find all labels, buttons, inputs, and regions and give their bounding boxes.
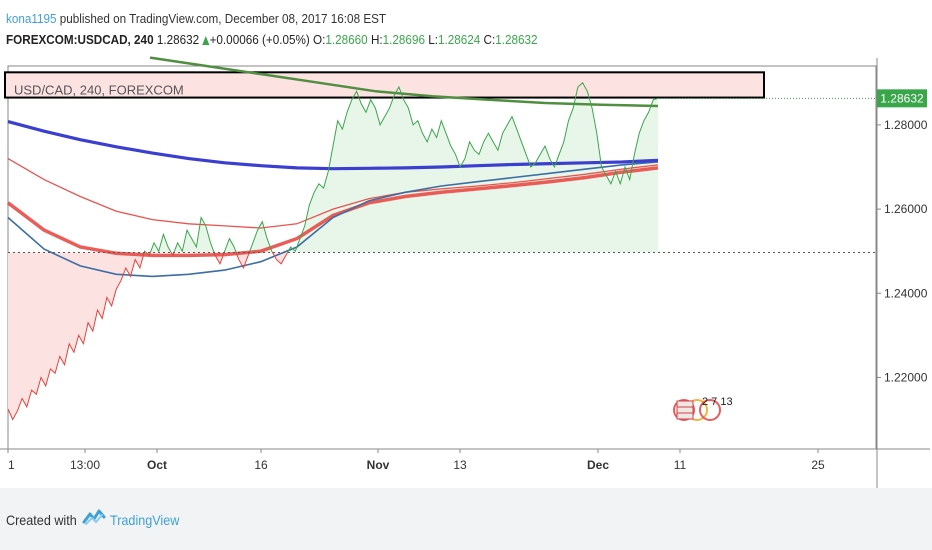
- publisher-line: kona1195 published on TradingView.com, D…: [6, 11, 386, 26]
- close-label: C:: [483, 32, 496, 47]
- red-ma-upper: [7, 158, 659, 229]
- open-value: 1.28660: [325, 32, 368, 47]
- event-flag-icon: [699, 399, 721, 421]
- close-value: 1.28632: [495, 32, 538, 47]
- event-count-text: 2 7 13: [702, 396, 733, 408]
- event-flag-group: [673, 399, 721, 421]
- y-tick-label: 1.28000: [884, 118, 928, 132]
- negative-area-fill: [8, 252, 658, 420]
- footer: Created with TradingView: [0, 488, 932, 550]
- last-price: 1.28632: [156, 32, 200, 47]
- price-change: +0.00066 (+0.05%): [209, 32, 310, 47]
- last-price-tag: [877, 89, 927, 108]
- last-price-tag-text: 1.28632: [880, 91, 924, 105]
- x-tick-label: Oct: [147, 458, 167, 472]
- x-tick-label: 11: [674, 458, 687, 472]
- price-line-above: [143, 82, 659, 253]
- us-flag-icon: [676, 400, 694, 420]
- x-tick-label: 13:00: [70, 458, 100, 472]
- x-tick-label: 1: [8, 458, 15, 472]
- tradingview-brand[interactable]: TradingView: [110, 512, 180, 528]
- x-tick-label: 25: [811, 458, 825, 472]
- y-tick-label: 1.22000: [884, 370, 928, 384]
- created-with-text: Created with: [6, 512, 77, 528]
- low-label: L:: [428, 32, 438, 47]
- low-value: 1.28624: [437, 32, 481, 47]
- price-line-below: [8, 252, 289, 421]
- x-tick-label: Nov: [367, 458, 390, 472]
- red-ma-lower: [6, 166, 659, 258]
- published-text: published on TradingView.com, December 0…: [56, 11, 387, 26]
- price-chart[interactable]: USD/CAD, 240, FOREXCOM 1.28632 1.28000 1.26…: [0, 0, 932, 488]
- overlay-symbol-label: USD/CAD, 240, FOREXCOM: [14, 83, 184, 98]
- high-label: H:: [370, 32, 383, 47]
- symbol-name: FOREXCOM:USDCAD, 240: [6, 32, 154, 47]
- publisher-username[interactable]: kona1195: [6, 11, 57, 26]
- x-tick-label: 16: [254, 458, 268, 472]
- resistance-zone: [4, 71, 765, 99]
- x-tick-label: 13: [453, 458, 467, 472]
- long-sma-line: [149, 56, 659, 108]
- up-arrow-icon: [202, 36, 210, 45]
- open-label: O:: [313, 32, 326, 47]
- symbol-info-line: FOREXCOM:USDCAD, 240 1.28632 +0.00066 (+…: [6, 32, 538, 47]
- steel-ma-line: [7, 161, 659, 278]
- y-tick-label: 1.26000: [884, 202, 928, 216]
- blue-ma-line: [7, 120, 659, 171]
- tradingview-logo-icon[interactable]: [82, 506, 106, 528]
- x-tick-label: Dec: [587, 458, 609, 472]
- event-flag-icon: [673, 399, 695, 421]
- high-value: 1.28696: [382, 32, 425, 47]
- y-tick-label: 1.24000: [884, 286, 928, 300]
